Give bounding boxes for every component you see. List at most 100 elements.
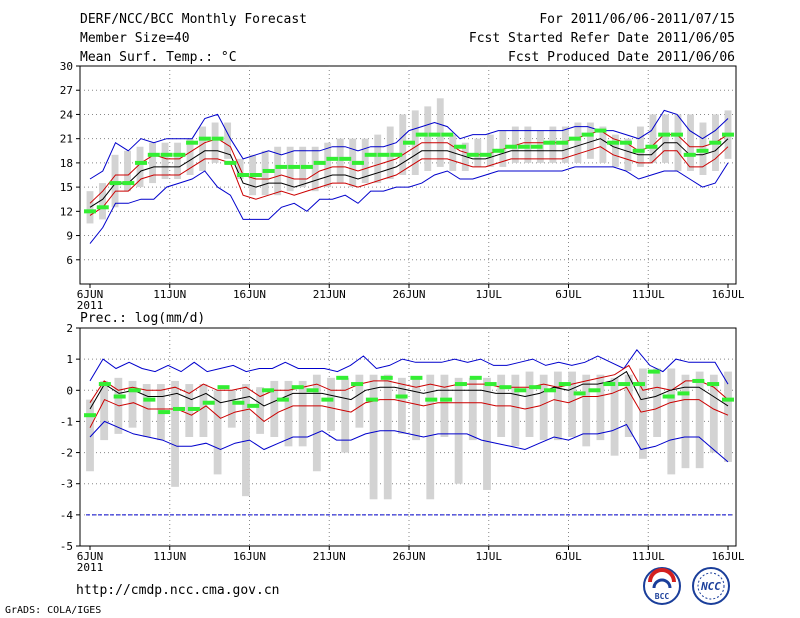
x-tick-label: 1JUL bbox=[476, 288, 503, 301]
marker-point bbox=[202, 400, 215, 405]
box-bar bbox=[99, 183, 106, 220]
marker-point bbox=[454, 382, 467, 387]
precipitation-label: Prec.: log(mm/d) bbox=[80, 311, 205, 326]
marker-point bbox=[492, 148, 505, 153]
marker-point bbox=[662, 394, 675, 399]
box-bar bbox=[124, 150, 131, 192]
marker-point bbox=[514, 388, 527, 393]
series-upper-line bbox=[89, 364, 729, 403]
marker-point bbox=[128, 388, 141, 393]
box-bar bbox=[111, 154, 119, 208]
series-lower-line bbox=[89, 146, 729, 216]
y-tick-label: 2 bbox=[66, 322, 73, 335]
ncc-logo-text: NCC bbox=[700, 580, 721, 593]
box-bar bbox=[674, 114, 682, 171]
marker-point bbox=[336, 375, 349, 380]
box-bar bbox=[100, 380, 109, 441]
marker-point bbox=[441, 132, 454, 137]
box-bar bbox=[261, 150, 269, 196]
x-tick-label: 16JUL bbox=[711, 550, 744, 563]
marker-point bbox=[96, 205, 109, 210]
marker-point bbox=[588, 388, 601, 393]
marker-point bbox=[84, 413, 96, 418]
grads-credit: GrADS: COLA/IGES bbox=[5, 605, 101, 616]
marker-point bbox=[440, 397, 453, 402]
box-bar bbox=[483, 377, 491, 490]
x-tick-label: 11JUL bbox=[632, 288, 665, 301]
y-tick-label: 15 bbox=[60, 181, 73, 194]
box-bar bbox=[525, 371, 534, 437]
box-bar bbox=[468, 377, 477, 441]
y-tick-label: 30 bbox=[60, 60, 73, 73]
x-tick-label: 21JUN bbox=[313, 288, 346, 301]
marker-point bbox=[469, 375, 482, 380]
box-bar bbox=[274, 146, 282, 196]
marker-point bbox=[632, 382, 645, 387]
marker-point bbox=[403, 140, 415, 145]
box-bar bbox=[286, 146, 294, 192]
marker-point bbox=[377, 152, 390, 157]
series-min-line bbox=[89, 162, 729, 244]
marker-point bbox=[365, 397, 378, 402]
marker-point bbox=[607, 140, 620, 145]
box-bar bbox=[474, 138, 482, 167]
box-bar bbox=[284, 380, 293, 447]
box-bar bbox=[411, 110, 419, 175]
box-bar bbox=[653, 368, 662, 437]
x-tick-label: 6JUN bbox=[77, 288, 104, 301]
marker-point bbox=[425, 397, 438, 402]
box-bar bbox=[312, 374, 321, 472]
marker-point bbox=[321, 397, 334, 402]
x-tick-label: 26JUN bbox=[392, 550, 425, 563]
marker-point bbox=[339, 156, 352, 161]
box-bar bbox=[499, 130, 507, 167]
box-bar bbox=[149, 142, 156, 184]
marker-point bbox=[677, 391, 690, 396]
box-bar bbox=[511, 126, 519, 163]
box-bar bbox=[186, 138, 194, 175]
marker-point bbox=[198, 136, 211, 141]
series-max-line bbox=[89, 109, 729, 180]
box-bar bbox=[486, 134, 494, 167]
marker-point bbox=[645, 144, 658, 149]
marker-point bbox=[173, 406, 186, 411]
box-bar bbox=[454, 377, 463, 484]
marker-point bbox=[709, 140, 722, 145]
marker-point bbox=[224, 160, 237, 165]
marker-point bbox=[306, 388, 319, 393]
marker-point bbox=[428, 132, 441, 137]
box-bar bbox=[213, 390, 222, 475]
x-tick-label: 11JUL bbox=[632, 550, 665, 563]
marker-point bbox=[722, 132, 734, 137]
marker-point bbox=[187, 406, 200, 411]
y-tick-label: -4 bbox=[60, 509, 74, 522]
box-bar bbox=[270, 380, 279, 437]
x-tick-label: 6JUL bbox=[555, 288, 582, 301]
box-bar bbox=[636, 126, 644, 167]
marker-point bbox=[237, 173, 250, 177]
marker-point bbox=[313, 160, 326, 165]
y-tick-label: 27 bbox=[60, 84, 73, 97]
marker-point bbox=[276, 397, 289, 402]
box-bar bbox=[553, 371, 562, 441]
marker-point bbox=[211, 136, 224, 141]
marker-point bbox=[454, 144, 467, 149]
x-tick-label: 6JUL bbox=[555, 550, 582, 563]
box-bar bbox=[361, 138, 369, 184]
precipitation-panel: 2 1 0 -1 -2 -3 -4 -5 6JUN 11JUN 16JUN 21JUN 26JUN 1JU… bbox=[60, 322, 745, 574]
marker-point bbox=[186, 140, 199, 145]
x-tick-sublabel: 2011 bbox=[77, 299, 104, 312]
box-bar bbox=[256, 387, 265, 434]
box-bar bbox=[199, 384, 208, 437]
y-tick-label: 0 bbox=[66, 384, 73, 397]
box-bar bbox=[624, 374, 633, 437]
source-url[interactable]: http://cmdp.ncc.cma.gov.cn bbox=[76, 583, 280, 598]
marker-point bbox=[351, 382, 364, 387]
x-tick-label: 11JUN bbox=[153, 550, 186, 563]
box-bar bbox=[426, 374, 435, 500]
marker-point bbox=[291, 385, 304, 390]
box-bar bbox=[582, 374, 591, 447]
box-bar bbox=[662, 114, 669, 163]
y-tick-label: -2 bbox=[60, 447, 73, 460]
